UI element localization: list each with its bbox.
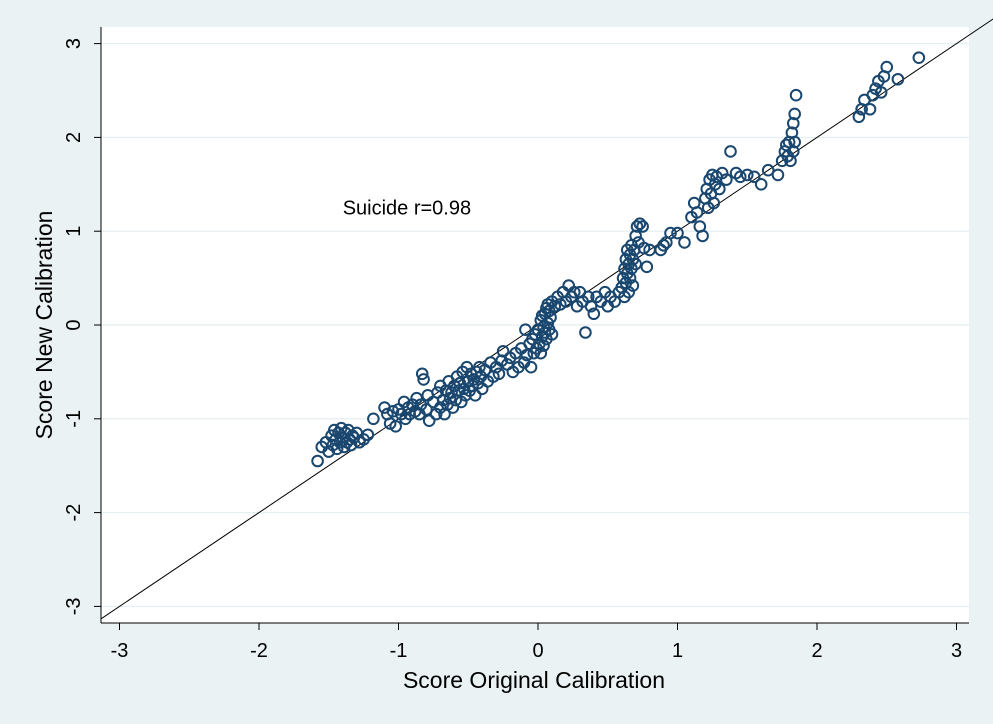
x-tick-label: 3 [951,640,962,662]
x-tick-label: 2 [811,640,822,662]
y-tick-label: 1 [63,226,85,237]
x-tick-label: -3 [111,640,129,662]
x-tick-label: -2 [250,640,268,662]
y-tick-label: 2 [63,132,85,143]
y-tick-label: 0 [63,319,85,330]
x-tick-label: 1 [672,640,683,662]
x-tick-label: -1 [390,640,408,662]
y-tick-label: -1 [63,410,85,428]
annotation-label: Suicide r=0.98 [343,197,471,219]
y-tick-label: 3 [63,38,85,49]
y-axis-title: Score New Calibration [31,211,57,440]
y-axis: -3 -2 -1 0 1 2 3 [63,27,101,623]
x-axis-title: Score Original Calibration [403,667,665,693]
x-axis: -3 -2 -1 0 1 2 3 [101,623,969,662]
x-tick-label: 0 [532,640,543,662]
y-tick-label: -3 [63,598,85,616]
y-tick-label: -2 [63,504,85,522]
